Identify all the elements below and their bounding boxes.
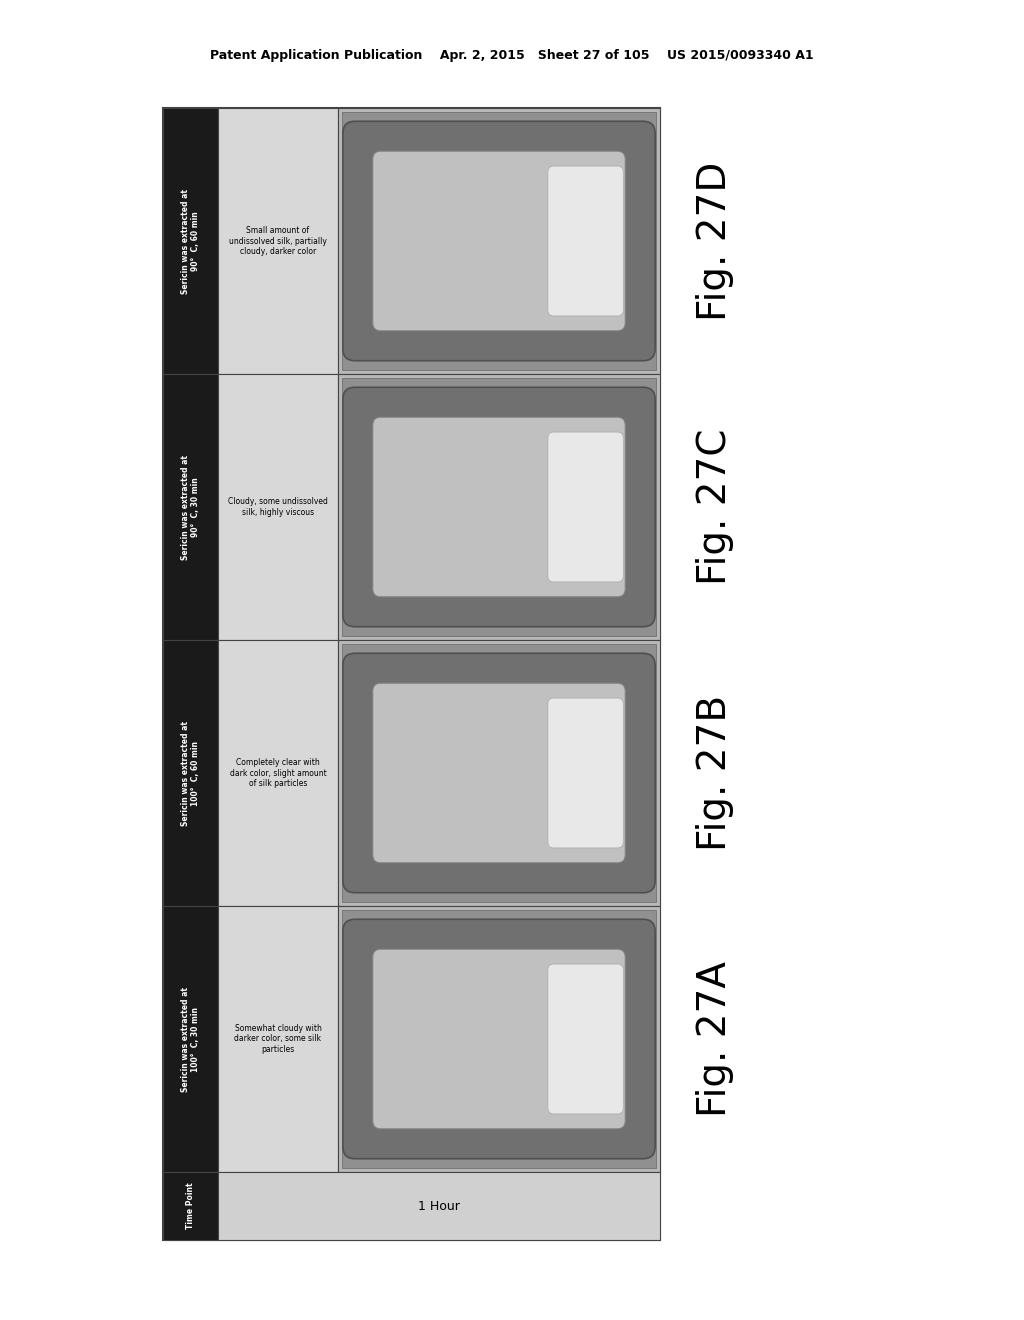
Bar	[163, 906, 218, 1172]
FancyBboxPatch shape	[343, 653, 655, 892]
FancyBboxPatch shape	[373, 949, 626, 1129]
Bar	[163, 108, 218, 374]
FancyBboxPatch shape	[343, 919, 655, 1159]
FancyBboxPatch shape	[548, 698, 624, 847]
Text: Sericin was extracted at
90°  C, 30 min: Sericin was extracted at 90° C, 30 min	[181, 454, 201, 560]
Bar	[338, 906, 660, 1172]
Text: Somewhat cloudy with
darker color, some silk
particles: Somewhat cloudy with darker color, some …	[234, 1024, 322, 1053]
Text: Cloudy, some undissolved
silk, highly viscous: Cloudy, some undissolved silk, highly vi…	[228, 498, 328, 516]
Text: 1 Hour: 1 Hour	[418, 1200, 460, 1213]
Bar	[338, 640, 660, 906]
Text: Fig. 27D: Fig. 27D	[696, 161, 734, 321]
Text: Completely clear with
dark color, slight amount
of silk particles: Completely clear with dark color, slight…	[229, 758, 327, 788]
FancyBboxPatch shape	[548, 432, 624, 582]
FancyBboxPatch shape	[373, 417, 626, 597]
Bar	[163, 374, 218, 640]
Bar	[163, 640, 218, 906]
FancyBboxPatch shape	[548, 964, 624, 1114]
FancyBboxPatch shape	[343, 387, 655, 627]
Text: Fig. 27B: Fig. 27B	[696, 694, 734, 851]
Text: Fig. 27C: Fig. 27C	[696, 429, 734, 585]
Bar	[342, 909, 656, 1168]
Text: Small amount of
undissolved silk, partially
cloudy, darker color: Small amount of undissolved silk, partia…	[229, 226, 327, 256]
Text: Patent Application Publication    Apr. 2, 2015   Sheet 27 of 105    US 2015/0093: Patent Application Publication Apr. 2, 2…	[210, 49, 814, 62]
FancyBboxPatch shape	[548, 166, 624, 315]
Bar	[342, 378, 656, 636]
Bar	[218, 374, 338, 640]
Bar	[342, 112, 656, 370]
Bar	[163, 108, 660, 1239]
Text: Time Point: Time Point	[186, 1183, 195, 1229]
FancyBboxPatch shape	[373, 684, 626, 863]
Text: Fig. 27A: Fig. 27A	[696, 961, 734, 1117]
Text: Sericin was extracted at
90°  C, 60 min: Sericin was extracted at 90° C, 60 min	[181, 189, 201, 293]
Bar	[342, 644, 656, 902]
Bar	[218, 906, 338, 1172]
Bar	[218, 640, 338, 906]
Text: Sericin was extracted at
100°  C, 30 min: Sericin was extracted at 100° C, 30 min	[181, 986, 201, 1092]
Bar	[218, 108, 338, 374]
Bar	[338, 374, 660, 640]
FancyBboxPatch shape	[343, 121, 655, 360]
Bar	[218, 1172, 660, 1239]
Bar	[338, 108, 660, 374]
Text: Sericin was extracted at
100°  C, 60 min: Sericin was extracted at 100° C, 60 min	[181, 721, 201, 825]
Bar	[163, 1172, 218, 1239]
FancyBboxPatch shape	[373, 150, 626, 331]
